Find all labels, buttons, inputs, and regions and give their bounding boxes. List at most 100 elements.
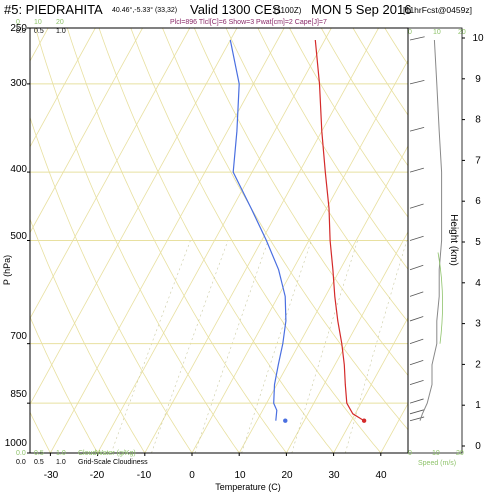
t-tick-10: 10	[234, 470, 246, 481]
speed-axis-label: Speed (m/s)	[418, 460, 456, 467]
speed-tick-20: 20	[456, 450, 464, 457]
isotherm-line	[428, 28, 500, 453]
height-tick-label: 1	[475, 400, 481, 411]
wind-panel	[409, 36, 443, 422]
dry-adiabat-line	[30, 315, 98, 453]
mixing-ratio-line	[291, 240, 358, 453]
valid-time: Valid 1300 CES	[190, 2, 281, 17]
bottom-row2-1: 0.5	[34, 459, 44, 466]
dry-adiabat-line	[98, 28, 334, 453]
speed-tick-10: 10	[432, 450, 440, 457]
wind-barb	[409, 398, 424, 404]
y-axis-label: P (hPa)	[2, 255, 12, 285]
wind-barb	[409, 36, 425, 41]
height-tick-label: 5	[475, 237, 481, 248]
top-scale-green-2: 20	[56, 19, 64, 26]
top-scale-1: 0.5	[34, 28, 44, 35]
mixing-ratio-line	[151, 240, 229, 453]
wind-barb	[409, 203, 424, 209]
dry-adiabat-line	[225, 28, 408, 323]
dewpoint-line	[229, 39, 287, 421]
dry-adiabat-line	[66, 28, 287, 453]
top-scale-0: 0.0	[16, 28, 26, 35]
t-tick-m10: -10	[137, 470, 152, 481]
axes: 0 1 2 3 4 5 6 7 8 9 10	[27, 27, 484, 456]
bottom-row1-0: 0.0	[16, 450, 26, 457]
isotherm-line	[30, 28, 143, 234]
wind-speed-line	[419, 39, 443, 421]
wind-barb	[409, 379, 424, 385]
height-tick-label: 4	[475, 278, 481, 289]
height-tick-label: 10	[472, 33, 484, 44]
bottom-row2-2: 1.0	[56, 459, 66, 466]
forecast-date: MON 5 Sep 2016	[311, 2, 411, 17]
dewpoint-surface-point	[283, 418, 288, 423]
valid-time-utc: (1100Z)	[274, 6, 302, 15]
dry-adiabat-line	[30, 116, 193, 453]
mixing-ratio-line	[241, 240, 312, 453]
t-tick-20: 20	[281, 470, 293, 481]
t-tick-40: 40	[375, 470, 387, 481]
p-tick-850: 850	[10, 389, 27, 400]
wind-barb	[409, 416, 425, 422]
dry-adiabat-line	[35, 28, 240, 453]
wind-barb	[409, 291, 424, 297]
dry-adiabat-line	[30, 217, 146, 453]
p-tick-300: 300	[10, 78, 27, 89]
wind-barb	[409, 79, 425, 85]
temperature-surface-point	[361, 418, 367, 423]
height-tick-label: 7	[475, 155, 481, 166]
t-tick-0: 0	[189, 470, 195, 481]
dry-adiabat-line	[193, 28, 408, 376]
mixing-ratio-line	[110, 240, 191, 453]
p-tick-250: 250	[10, 23, 27, 34]
isotherm-line	[0, 28, 1, 453]
wind-barb	[409, 338, 424, 345]
height-tick-label: 9	[475, 74, 481, 85]
p-tick-500: 500	[10, 231, 27, 242]
height-tick-label: 2	[475, 359, 481, 370]
wind-barb	[409, 235, 424, 241]
bottom-row1-1: 0.5	[34, 450, 44, 457]
height-panel-frame	[407, 27, 463, 454]
height-tick-label: 8	[475, 115, 481, 126]
wind-barb	[409, 409, 424, 415]
t-tick-m20: -20	[90, 470, 105, 481]
x-axis-label: Temperature (C)	[215, 482, 281, 492]
dry-adiabat-line	[480, 28, 500, 453]
height-tick-label: 0	[475, 441, 481, 452]
top-scale-green-0: 0	[16, 19, 20, 26]
bottom-row2-label: Grid-Scale Cloudiness	[78, 459, 148, 466]
height-axis-label: Height (km)	[448, 214, 459, 266]
speed-tick-0: 0	[408, 450, 412, 457]
top-scale-2: 1.0	[56, 28, 66, 35]
dry-adiabat-line	[289, 28, 408, 218]
p-tick-700: 700	[10, 331, 27, 342]
dry-adiabat-line	[257, 28, 408, 270]
bottom-row1-label: CloudWater (g/Kg)	[78, 450, 136, 457]
bottom-row1-2: 1.0	[56, 450, 66, 457]
stability-indices: Plcl=896 Tlcl[C]=6 Show=3 Pwat[cm]=2 Cap…	[170, 19, 327, 26]
p-tick-400: 400	[10, 164, 27, 175]
wind-barb	[409, 316, 424, 322]
station-title: #5: PIEDRAHITA	[4, 2, 103, 17]
sounding-profiles	[229, 39, 365, 422]
station-coords: 40.46°,-5.33° (33,32)	[112, 6, 177, 14]
mixing-ratio-line	[345, 240, 408, 453]
t-tick-m30: -30	[44, 470, 59, 481]
top-scale-green-1: 10	[34, 19, 42, 26]
dry-adiabat-line	[130, 28, 382, 453]
isobar-lines	[30, 83, 408, 404]
height-tick-label: 6	[475, 196, 481, 207]
temperature-line	[314, 39, 365, 422]
dry-adiabat-line	[320, 28, 408, 167]
top-right-scale-0: 0	[408, 29, 412, 36]
top-right-scale-1: 10	[433, 29, 441, 36]
forecast-run: [11hrFcst@0459z]	[403, 5, 472, 15]
wind-barb	[409, 359, 424, 366]
wind-barb	[409, 127, 425, 132]
dry-adiabat-line	[162, 28, 408, 431]
wind-barb	[409, 167, 424, 173]
p-tick-1000: 1000	[5, 438, 28, 449]
